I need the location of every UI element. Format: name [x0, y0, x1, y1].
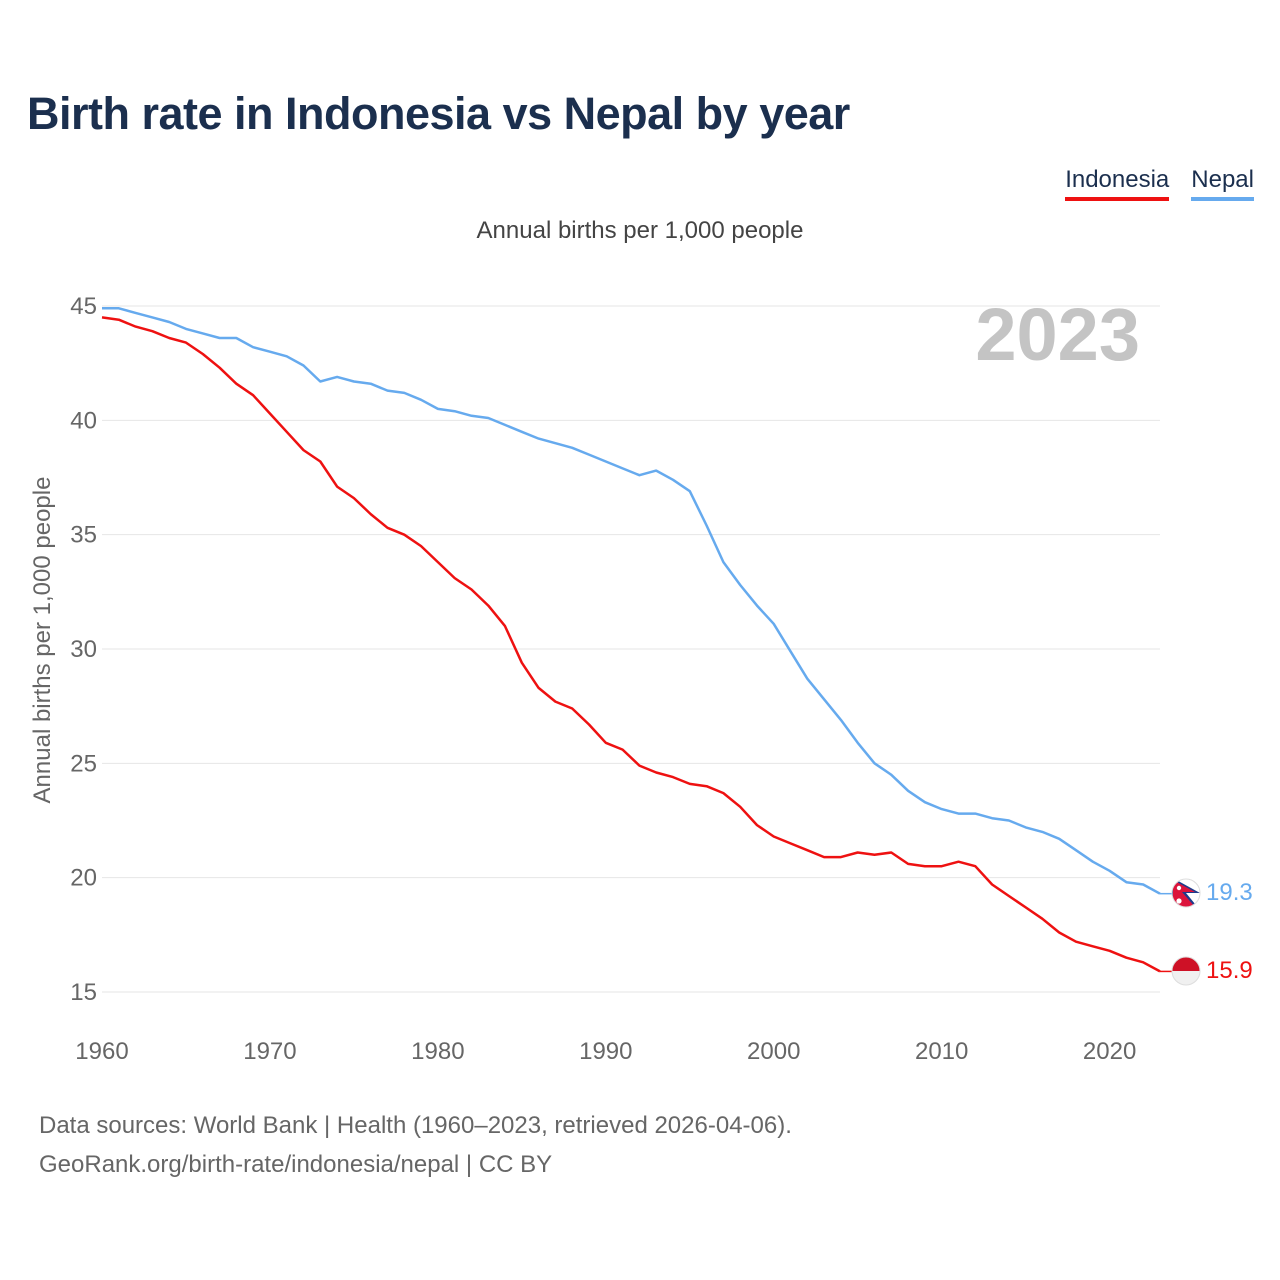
- y-tick-label: 25: [70, 750, 97, 777]
- source-line-2: GeoRank.org/birth-rate/indonesia/nepal |…: [39, 1151, 553, 1178]
- year-watermark: 2023: [975, 293, 1140, 376]
- legend-item-indonesia[interactable]: Indonesia: [1065, 166, 1170, 201]
- x-tick-label: 1960: [75, 1038, 128, 1065]
- series-line-indonesia[interactable]: [101, 316, 1161, 973]
- chart-subtitle: Annual births per 1,000 people: [476, 217, 804, 244]
- data-source: Data sources: World Bank | Health (1960–…: [39, 1106, 792, 1184]
- nepal-flag-icon: [1171, 878, 1201, 908]
- source-line-1: Data sources: World Bank | Health (1960–…: [39, 1112, 792, 1139]
- y-tick-label: 30: [70, 636, 97, 663]
- indonesia-flag-icon: [1171, 956, 1201, 986]
- page-title: Birth rate in Indonesia vs Nepal by year: [27, 88, 850, 139]
- x-tick-label: 2000: [747, 1038, 800, 1065]
- x-tick-label: 2010: [915, 1038, 968, 1065]
- nepal-end-value-label: 19.3: [1206, 879, 1253, 906]
- y-axis-label: Annual births per 1,000 people: [29, 477, 56, 804]
- indonesia-end-value-label: 15.9: [1206, 957, 1253, 984]
- legend-item-nepal[interactable]: Nepal: [1191, 166, 1254, 201]
- y-tick-label: 20: [70, 865, 97, 892]
- x-tick-label: 1970: [243, 1038, 296, 1065]
- y-tick-label: 45: [70, 293, 97, 320]
- legend: Indonesia Nepal: [1065, 166, 1254, 201]
- y-tick-label: 15: [70, 979, 97, 1006]
- y-tick-label: 40: [70, 407, 97, 434]
- line-chart: 15 20 25 30 35 40 45 1960 1970 1980 1990 2000 2010 20…: [29, 293, 1253, 1065]
- series-line-nepal[interactable]: [102, 307, 1161, 895]
- x-tick-label: 1990: [579, 1038, 632, 1065]
- y-tick-label: 35: [70, 522, 97, 549]
- x-tick-label: 2020: [1083, 1038, 1136, 1065]
- x-tick-label: 1980: [411, 1038, 464, 1065]
